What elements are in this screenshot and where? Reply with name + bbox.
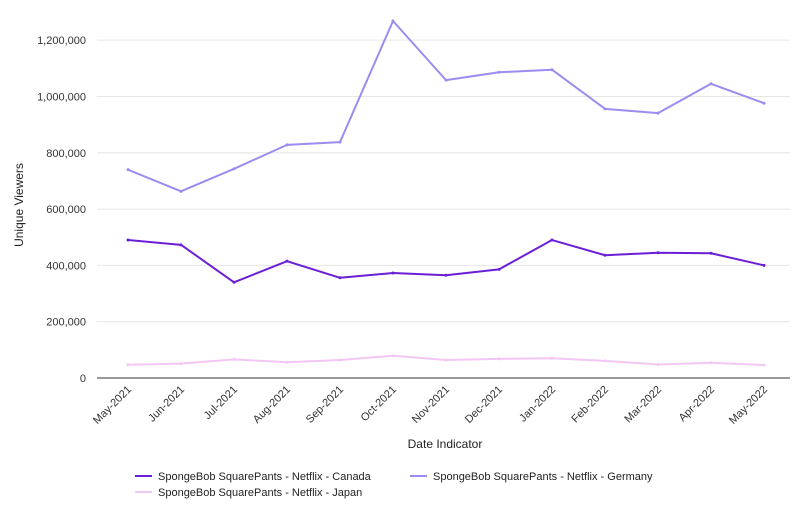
y-tick-label: 800,000 xyxy=(46,148,86,160)
y-tick-label: 600,000 xyxy=(46,204,86,216)
x-tick-label: Jan-2022 xyxy=(517,384,558,425)
data-point xyxy=(232,280,236,284)
data-point xyxy=(391,19,395,23)
y-axis-ticks: 0 200,000 400,000 600,000 800,000 1,000,000 1,… xyxy=(37,35,86,385)
x-tick-label: Oct-2021 xyxy=(359,384,399,424)
y-tick-label: 0 xyxy=(80,373,86,385)
data-point xyxy=(285,259,289,263)
x-tick-label: Jun-2021 xyxy=(146,384,187,425)
data-point xyxy=(550,68,554,72)
data-point xyxy=(709,251,713,255)
data-point xyxy=(232,167,236,171)
data-point xyxy=(126,238,130,242)
data-point xyxy=(444,78,448,82)
data-point xyxy=(709,82,713,86)
grid-lines xyxy=(97,39,790,323)
data-point xyxy=(603,253,607,257)
legend: SpongeBob SquarePants - Netflix - Canada… xyxy=(135,471,653,499)
data-point xyxy=(444,273,448,277)
x-tick-label: Nov-2021 xyxy=(410,384,452,426)
data-point xyxy=(603,107,607,111)
data-point xyxy=(179,189,183,193)
legend-item-germany[interactable]: SpongeBob SquarePants - Netflix - German… xyxy=(410,471,653,483)
data-point xyxy=(656,362,660,366)
x-tick-label: Jul-2021 xyxy=(202,384,240,422)
series-lines xyxy=(126,19,766,367)
data-point xyxy=(391,354,395,358)
x-tick-label: Feb-2022 xyxy=(569,384,611,426)
data-point xyxy=(603,359,607,363)
y-tick-label: 1,200,000 xyxy=(37,35,86,47)
data-point xyxy=(709,361,713,365)
data-point xyxy=(391,271,395,275)
data-point xyxy=(550,356,554,360)
x-axis-title: Date Indicator xyxy=(408,437,483,451)
legend-label-japan: SpongeBob SquarePants - Netflix - Japan xyxy=(158,487,362,499)
data-point xyxy=(656,111,660,115)
data-point xyxy=(179,243,183,247)
legend-item-japan[interactable]: SpongeBob SquarePants - Netflix - Japan xyxy=(135,487,362,499)
data-point xyxy=(338,140,342,144)
x-axis-ticks: May-2021 Jun-2021 Jul-2021 Aug-2021 Sep-2021… xyxy=(91,384,770,427)
data-point xyxy=(497,357,501,361)
data-point xyxy=(232,357,236,361)
data-point xyxy=(656,251,660,255)
legend-item-canada[interactable]: SpongeBob SquarePants - Netflix - Canada xyxy=(135,471,372,483)
data-point xyxy=(444,358,448,362)
x-tick-label: Dec-2021 xyxy=(463,384,505,426)
legend-label-canada: SpongeBob SquarePants - Netflix - Canada xyxy=(158,471,372,483)
y-tick-label: 400,000 xyxy=(46,260,86,272)
x-tick-label: Mar-2022 xyxy=(622,384,664,426)
x-tick-label: Apr-2022 xyxy=(677,384,717,424)
data-point xyxy=(762,101,766,105)
data-point xyxy=(126,168,130,172)
data-point xyxy=(179,362,183,366)
data-point xyxy=(497,70,501,74)
series-line xyxy=(127,20,765,193)
data-point xyxy=(338,358,342,362)
data-point xyxy=(126,363,130,367)
x-tick-label: May-2021 xyxy=(91,384,134,427)
data-point xyxy=(285,143,289,147)
data-point xyxy=(762,263,766,267)
data-point xyxy=(762,363,766,367)
x-tick-label: May-2022 xyxy=(727,384,770,427)
y-tick-label: 200,000 xyxy=(46,317,86,329)
x-tick-label: Aug-2021 xyxy=(251,384,293,426)
y-axis-title: Unique Viewers xyxy=(12,163,26,247)
data-point xyxy=(338,276,342,280)
legend-label-germany: SpongeBob SquarePants - Netflix - German… xyxy=(433,471,653,483)
data-point xyxy=(497,267,501,271)
data-point xyxy=(550,238,554,242)
x-tick-label: Sep-2021 xyxy=(304,384,346,426)
y-tick-label: 1,000,000 xyxy=(37,91,86,103)
data-point xyxy=(285,360,289,364)
